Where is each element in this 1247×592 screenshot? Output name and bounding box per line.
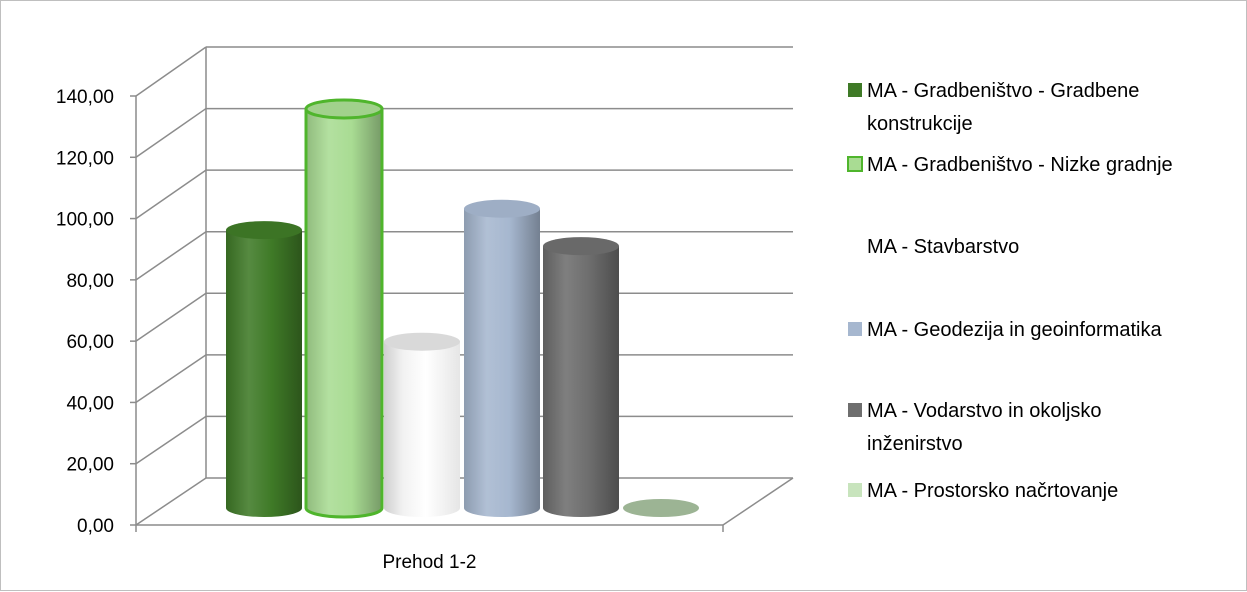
bar xyxy=(543,246,619,517)
y-tick-label: 60,00 xyxy=(66,332,114,353)
legend-swatch xyxy=(848,403,862,417)
legend-label: konstrukcije xyxy=(867,113,973,135)
y-tick-label: 0,00 xyxy=(77,516,114,537)
bar xyxy=(304,107,384,519)
bar xyxy=(464,208,540,517)
bar-group xyxy=(543,237,619,517)
y-tick-label: 40,00 xyxy=(66,393,114,414)
bar-group xyxy=(464,199,540,517)
bar-top xyxy=(464,199,540,218)
legend-label: MA - Gradbeništvo - Gradbene xyxy=(867,80,1139,102)
legend-label: MA - Vodarstvo in okoljsko xyxy=(867,400,1102,422)
legend-swatch xyxy=(848,322,862,336)
bar xyxy=(226,230,302,517)
bar-top xyxy=(304,98,384,120)
legend-item: MA - Prostorsko načrtovanje xyxy=(848,480,1118,502)
gridline-side xyxy=(135,107,207,158)
legend-swatch xyxy=(848,483,862,497)
gridline-side xyxy=(135,169,207,220)
gridline-side xyxy=(135,415,207,465)
legend-label: MA - Geodezija in geoinformatika xyxy=(867,319,1162,341)
legend-label: MA - Prostorsko načrtovanje xyxy=(867,480,1118,502)
y-tick-label: 140,00 xyxy=(56,87,114,108)
legend-label: MA - Gradbeništvo - Nizke gradnje xyxy=(867,154,1173,176)
bar-group xyxy=(623,499,699,517)
y-tick-label: 80,00 xyxy=(66,271,114,292)
bar-group xyxy=(304,98,384,519)
y-tick-label: 20,00 xyxy=(66,455,114,476)
bar-top xyxy=(384,332,460,351)
legend-swatch xyxy=(847,156,863,172)
legend-label: MA - Stavbarstvo xyxy=(867,236,1019,258)
bars xyxy=(226,98,699,519)
legend-label: inženirstvo xyxy=(867,433,963,455)
gridline-side xyxy=(135,292,207,342)
gridline-side xyxy=(135,231,207,281)
gridline-side xyxy=(135,477,207,526)
y-tick-label: 120,00 xyxy=(56,148,114,169)
y-tick-label: 100,00 xyxy=(56,210,114,231)
bar xyxy=(623,499,699,517)
gridline-side xyxy=(135,46,207,97)
bar-top xyxy=(226,221,302,240)
bar-top xyxy=(543,237,619,256)
legend-item: MA - Stavbarstvo xyxy=(867,236,1019,258)
legend: MA - Gradbeništvo - Gradbene konstrukcije… xyxy=(847,80,1173,502)
legend-swatch xyxy=(848,83,862,97)
bar-group xyxy=(384,332,460,517)
legend-item: MA - Vodarstvo in okoljsko inženirstvo xyxy=(848,400,1102,455)
legend-item: MA - Gradbeništvo - Nizke gradnje xyxy=(847,154,1173,176)
floor-right-edge xyxy=(722,477,794,526)
bar-group xyxy=(226,221,302,517)
gridline-side xyxy=(135,354,207,404)
x-category-label: Prehod 1-2 xyxy=(382,552,476,573)
bar xyxy=(384,341,460,517)
legend-item: MA - Geodezija in geoinformatika xyxy=(848,319,1162,341)
legend-item: MA - Gradbeništvo - Gradbene konstrukcije xyxy=(848,80,1139,135)
